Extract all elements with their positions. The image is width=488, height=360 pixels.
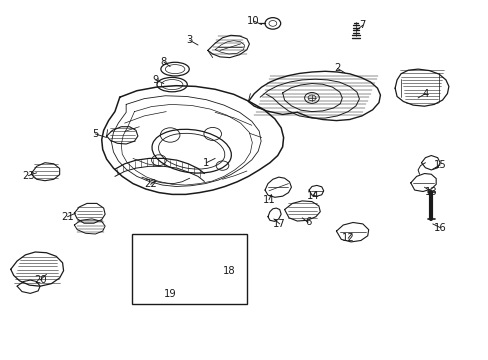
Text: 8: 8 [161, 57, 166, 67]
Text: 10: 10 [246, 16, 259, 26]
Text: 3: 3 [186, 35, 192, 45]
Text: 9: 9 [152, 75, 159, 85]
Text: 18: 18 [222, 266, 235, 276]
Text: 15: 15 [433, 160, 446, 170]
Text: 5: 5 [92, 129, 99, 139]
Bar [132, 234, 246, 304]
Text: 2: 2 [333, 63, 340, 73]
Text: 19: 19 [163, 289, 176, 300]
Text: 6: 6 [304, 217, 311, 228]
Text: 20: 20 [34, 275, 46, 285]
Text: 13: 13 [424, 186, 437, 197]
Text: 17: 17 [273, 219, 285, 229]
Text: 16: 16 [433, 222, 446, 233]
Text: 11: 11 [262, 195, 275, 205]
Text: 4: 4 [422, 89, 427, 99]
Text: 7: 7 [359, 20, 366, 30]
Text: 12: 12 [341, 233, 354, 243]
Text: 21: 21 [61, 212, 74, 222]
Text: 1: 1 [203, 158, 209, 168]
Text: 23: 23 [22, 171, 35, 181]
Text: 14: 14 [306, 191, 319, 201]
Text: 22: 22 [144, 179, 157, 189]
